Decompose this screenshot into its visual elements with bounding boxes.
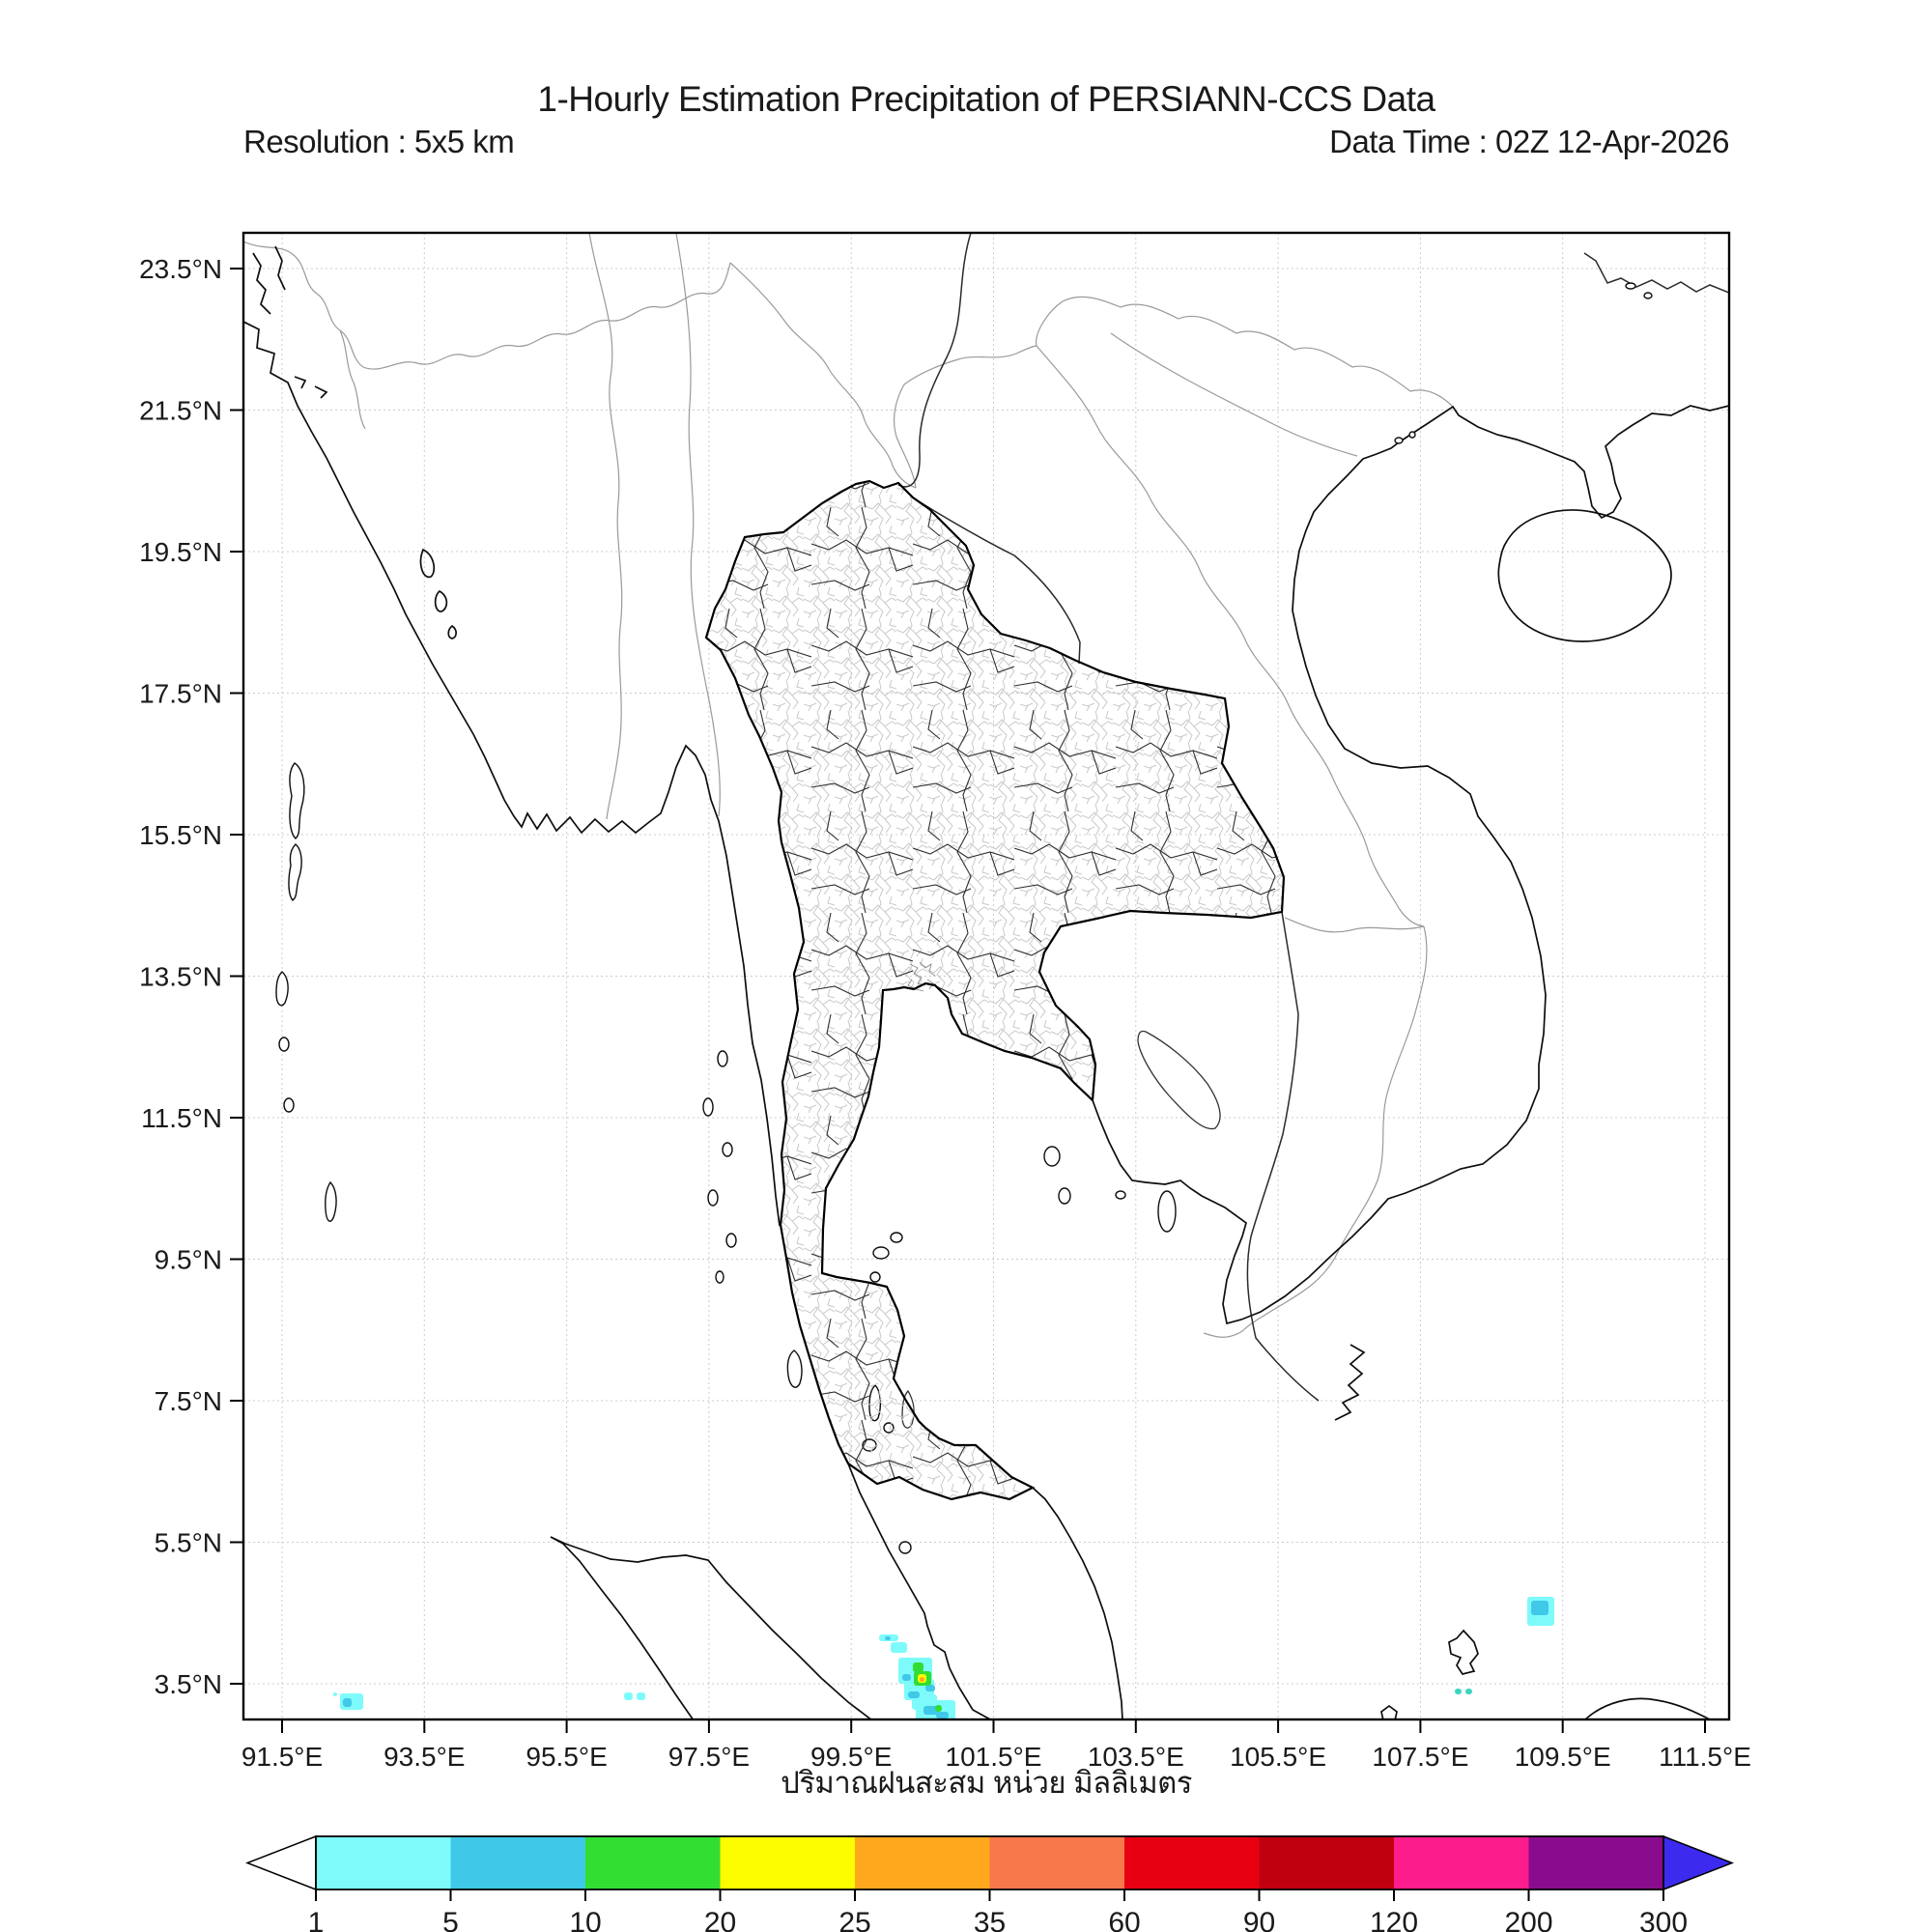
precip-cell <box>1465 1689 1472 1694</box>
x-tick-label: 103.5°E <box>1088 1742 1184 1772</box>
colorbar-under-arrow <box>244 1834 317 1891</box>
y-tick-label: 3.5°N <box>155 1669 222 1699</box>
precip-cell <box>885 1636 891 1640</box>
colorbar-segment <box>316 1836 452 1889</box>
thailand-admin-mesh <box>706 481 1284 1499</box>
y-tick-label: 7.5°N <box>155 1386 222 1416</box>
resolution-label: Resolution : 5x5 km <box>243 124 515 159</box>
precip-cell <box>920 1677 924 1682</box>
y-tick-label: 9.5°N <box>155 1245 222 1275</box>
y-tick-label: 23.5°N <box>139 254 222 284</box>
precip-cell <box>333 1692 337 1696</box>
colorbar-segment <box>1528 1836 1664 1889</box>
country-borders-gray <box>243 233 1454 1338</box>
y-tick-label: 13.5°N <box>139 962 222 992</box>
colorbar-tick-label: 60 <box>1108 1907 1140 1932</box>
colorbar-tick-label: 5 <box>442 1907 459 1932</box>
colorbar-segment <box>855 1836 991 1889</box>
colorbar-tick-label: 25 <box>838 1907 870 1932</box>
x-tick-label: 97.5°E <box>668 1742 750 1772</box>
precip-cell <box>637 1692 645 1700</box>
y-tick-label: 5.5°N <box>155 1528 222 1558</box>
colorbar-tick-label: 200 <box>1504 1907 1552 1932</box>
colorbar-caption-thai: ปริมาณฝนสะสม หน่วย มิลลิเมตร <box>781 1766 1192 1800</box>
colorbar: 1 5 10 20 25 35 60 90 120 200 300 <box>244 1834 1735 1932</box>
rivers <box>897 233 1729 1402</box>
colorbar-segment <box>1259 1836 1395 1889</box>
colorbar-tick-label: 1 <box>308 1907 325 1932</box>
precip-cell <box>343 1698 352 1707</box>
precip-cell <box>913 1662 923 1672</box>
x-tick-label: 111.5°E <box>1659 1742 1751 1772</box>
colorbar-tick-label: 35 <box>974 1907 1006 1932</box>
x-tick-label: 93.5°E <box>384 1742 465 1772</box>
colorbar-segment <box>1124 1836 1261 1889</box>
precip-cell <box>925 1685 935 1691</box>
colorbar-tick-label: 20 <box>704 1907 736 1932</box>
x-tick-label: 109.5°E <box>1515 1742 1611 1772</box>
lakes <box>901 1030 1221 1429</box>
colorbar-segment <box>1394 1836 1530 1889</box>
x-tick-label: 99.5°E <box>810 1742 892 1772</box>
colorbar-tick-label: 300 <box>1639 1907 1688 1932</box>
precip-cell <box>891 1642 907 1653</box>
x-tick-label: 91.5°E <box>242 1742 323 1772</box>
bangkok-district-cluster <box>907 961 936 992</box>
x-tick-label: 107.5°E <box>1372 1742 1468 1772</box>
x-tick-label: 105.5°E <box>1230 1742 1326 1772</box>
colorbar-segment <box>720 1836 856 1889</box>
precip-cell <box>936 1712 949 1719</box>
y-tick-label: 19.5°N <box>139 537 222 567</box>
precip-cell <box>935 1705 942 1712</box>
page-title: 1-Hourly Estimation Precipitation of PER… <box>537 79 1435 119</box>
precip-cell <box>908 1691 920 1698</box>
data-time-label: Data Time : 02Z 12-Apr-2026 <box>1329 124 1729 159</box>
colorbar-segment <box>585 1836 722 1889</box>
colorbar-segment <box>450 1836 586 1889</box>
y-tick-label: 15.5°N <box>139 820 222 850</box>
colorbar-tick-label: 120 <box>1370 1907 1418 1932</box>
y-tick-label: 17.5°N <box>139 679 222 709</box>
y-tick-label: 11.5°N <box>141 1103 222 1133</box>
colorbar-over-arrow <box>1662 1834 1735 1891</box>
precip-cell <box>1531 1601 1548 1615</box>
colorbar-tick-label: 10 <box>569 1907 601 1932</box>
x-tick-label: 95.5°E <box>526 1742 607 1772</box>
precip-cell <box>902 1674 911 1681</box>
map-frame <box>242 231 1731 1721</box>
coastlines <box>243 245 1729 1719</box>
x-tick-label: 101.5°E <box>946 1742 1042 1772</box>
thailand-border <box>704 479 1286 1501</box>
precip-cell <box>1455 1689 1462 1694</box>
colorbar-tick-label: 90 <box>1243 1907 1275 1932</box>
colorbar-segment <box>989 1836 1125 1889</box>
y-tick-label: 21.5°N <box>139 396 222 426</box>
islands <box>275 282 1653 1554</box>
precip-cell <box>624 1692 633 1700</box>
